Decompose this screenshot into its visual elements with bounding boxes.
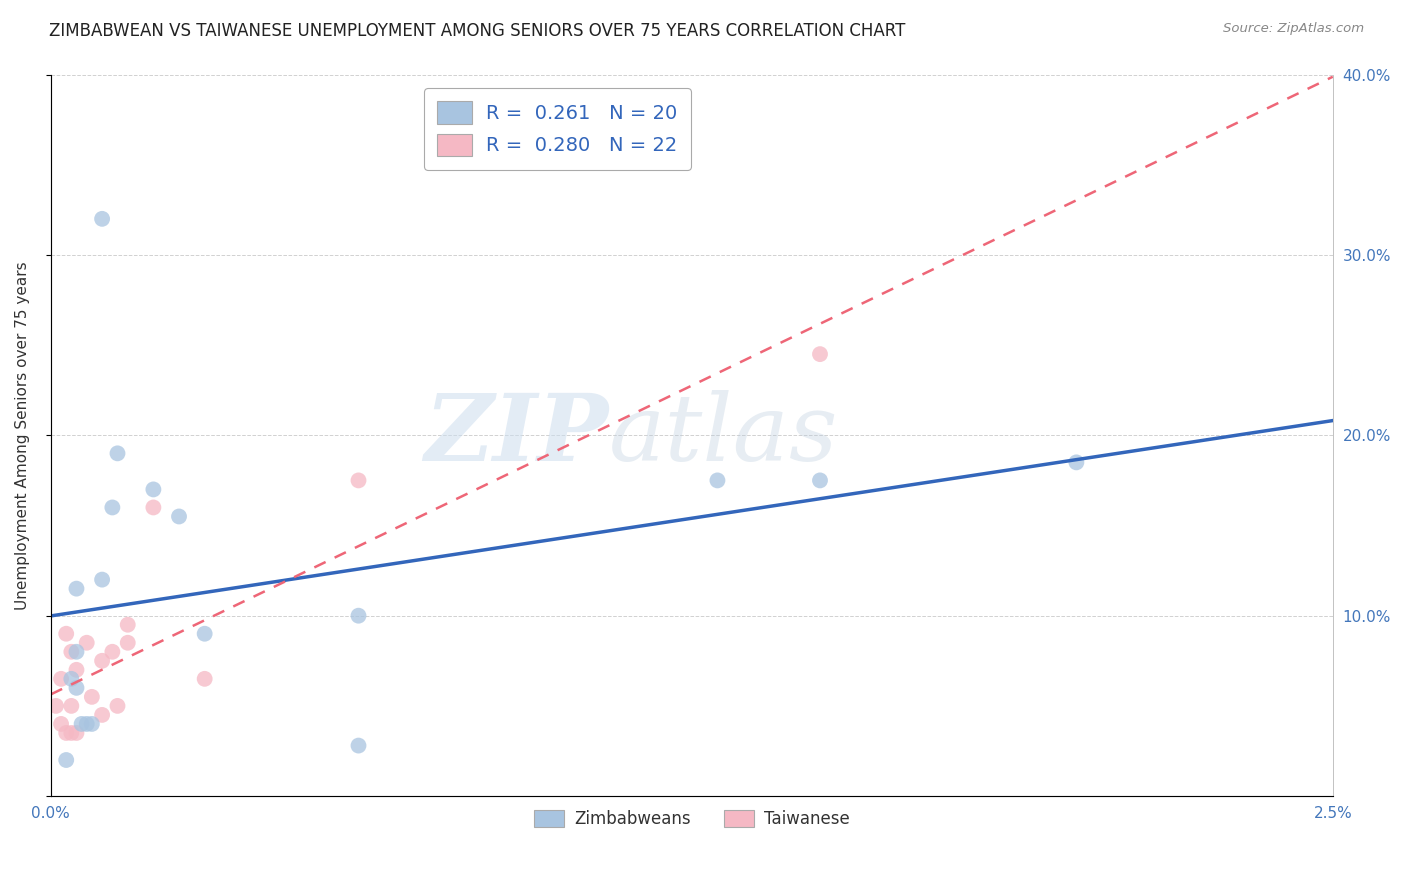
Point (91, 211, 114, 226)
Point (70, 717, 93, 731)
Point (808, 347, 831, 361)
Point (55, 726, 77, 740)
Point (55, 753, 77, 767)
Point (60, 645, 83, 659)
Legend: Zimbabweans, Taiwanese: Zimbabweans, Taiwanese (527, 803, 856, 835)
Point (142, 500, 165, 515)
Point (65, 663, 87, 677)
Point (347, 608, 370, 623)
Point (91, 707, 114, 722)
Point (65, 645, 87, 659)
Point (76, 717, 98, 731)
Point (45, 698, 67, 713)
Point (49, 717, 72, 731)
Text: atlas: atlas (609, 391, 838, 480)
Point (76, 636, 98, 650)
Point (60, 726, 83, 740)
Point (101, 645, 124, 659)
Point (167, 509, 190, 524)
Point (65, 582, 87, 596)
Point (60, 698, 83, 713)
Point (65, 726, 87, 740)
Point (80, 717, 103, 731)
Point (1066, 455, 1088, 469)
Point (194, 672, 217, 686)
Point (194, 626, 217, 640)
Point (55, 626, 77, 640)
Point (80, 690, 103, 704)
Point (60, 672, 83, 686)
Text: ZIMBABWEAN VS TAIWANESE UNEMPLOYMENT AMONG SENIORS OVER 75 YEARS CORRELATION CHA: ZIMBABWEAN VS TAIWANESE UNEMPLOYMENT AMO… (49, 22, 905, 40)
Point (347, 474, 370, 488)
Point (49, 672, 72, 686)
Point (117, 617, 139, 632)
Point (706, 474, 728, 488)
Point (117, 636, 139, 650)
Point (808, 474, 831, 488)
Point (107, 698, 129, 713)
Point (347, 739, 370, 753)
Text: Source: ZipAtlas.com: Source: ZipAtlas.com (1223, 22, 1364, 36)
Point (142, 483, 165, 497)
Point (91, 573, 114, 587)
Point (91, 654, 114, 668)
Text: ZIP: ZIP (425, 391, 609, 480)
Y-axis label: Unemployment Among Seniors over 75 years: Unemployment Among Seniors over 75 years (15, 261, 30, 609)
Point (65, 681, 87, 695)
Point (107, 446, 129, 460)
Point (101, 500, 124, 515)
